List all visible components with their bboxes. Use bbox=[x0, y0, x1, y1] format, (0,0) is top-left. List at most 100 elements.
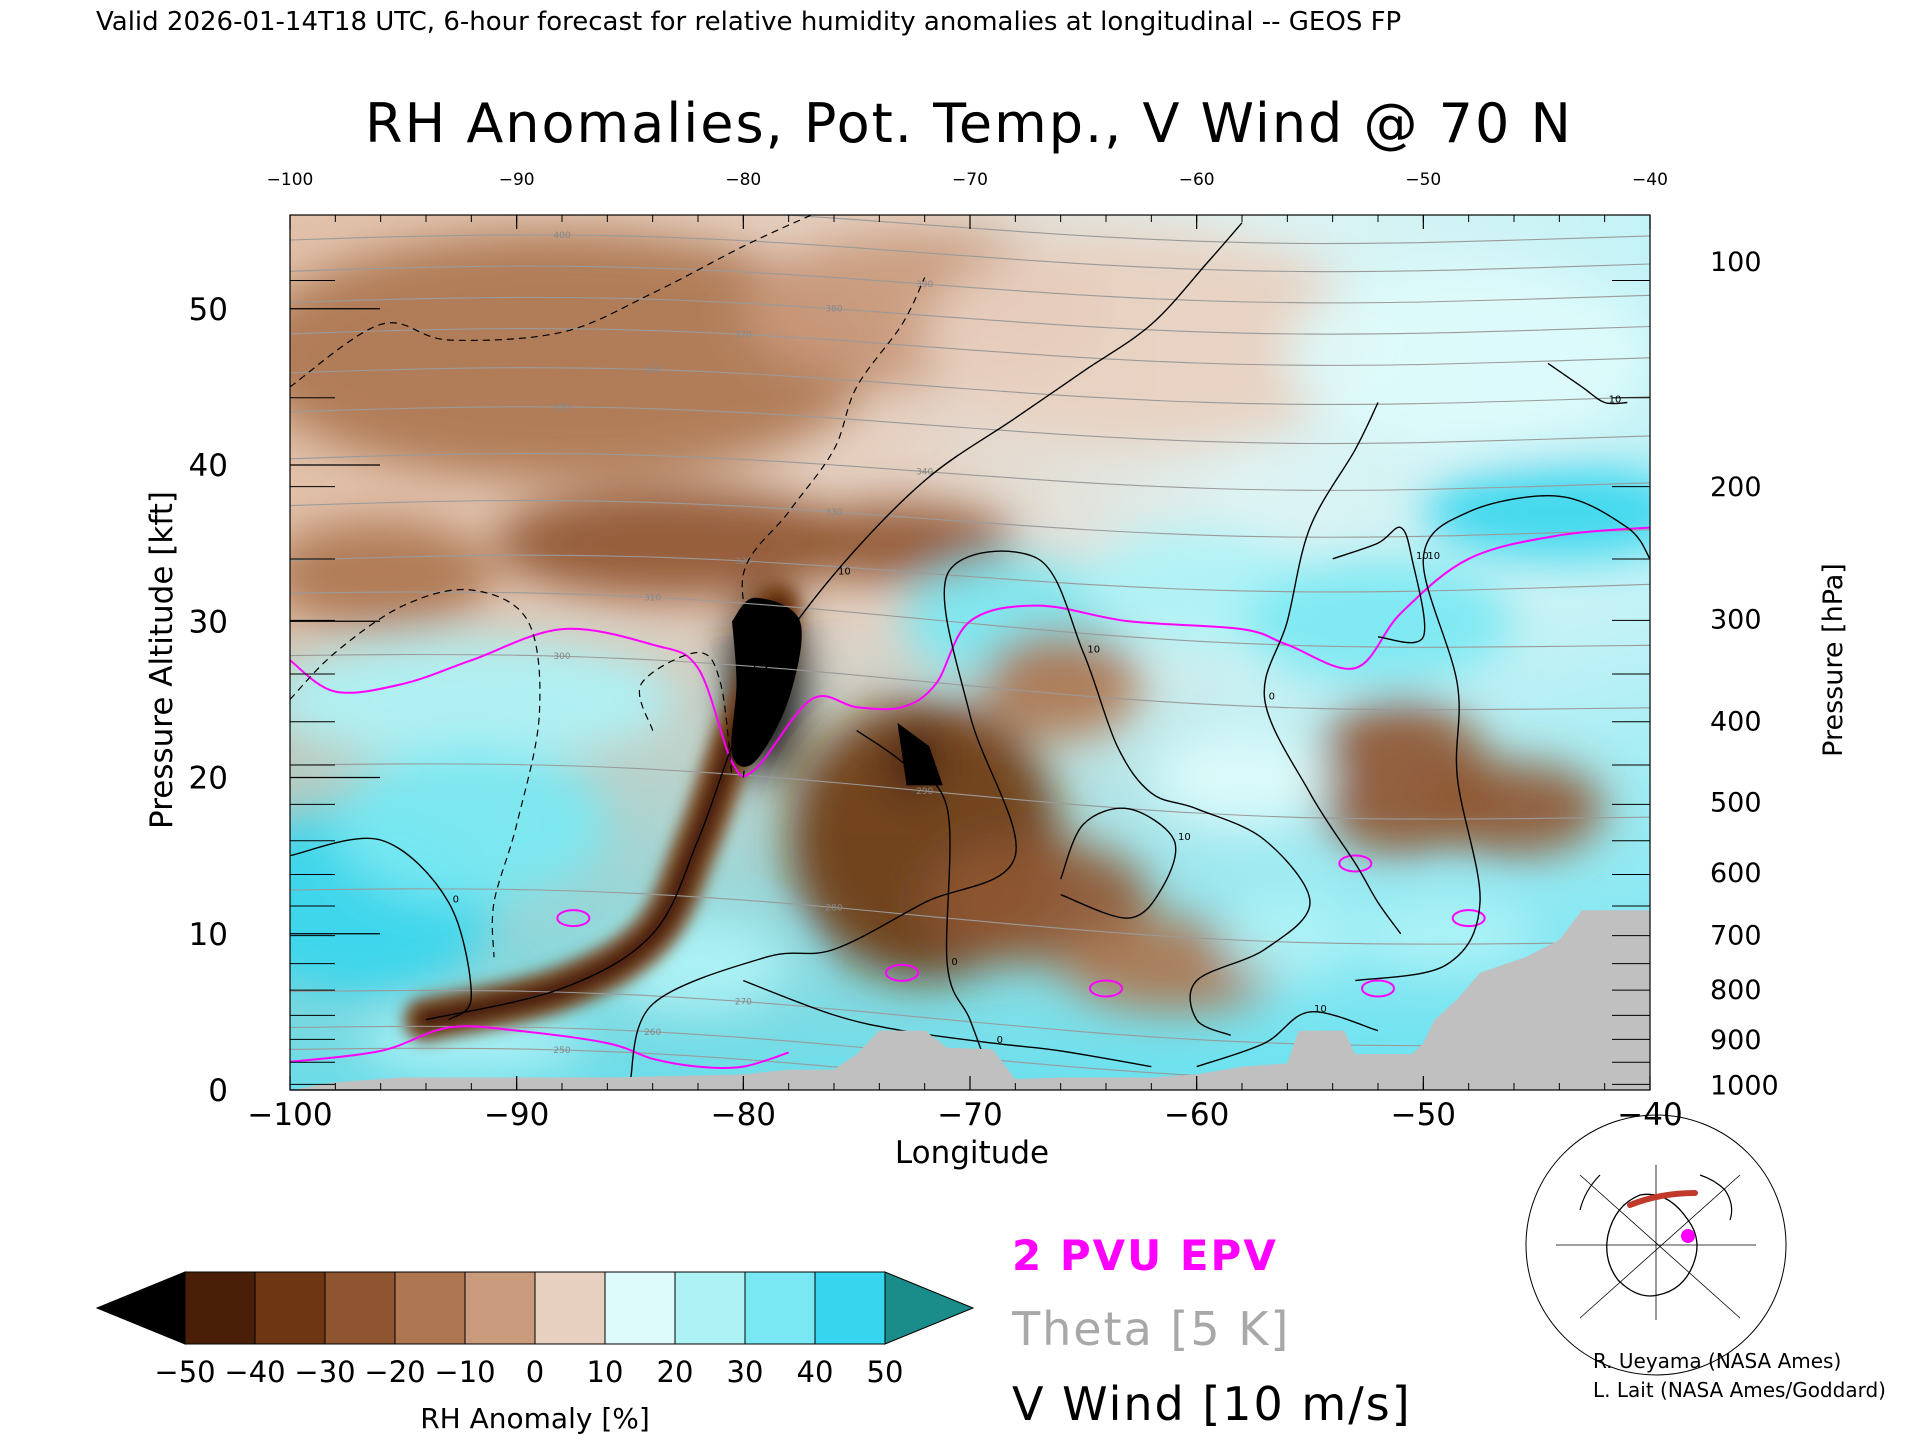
chart-title: RH Anomalies, Pot. Temp., V Wind @ 70 N bbox=[365, 92, 1573, 155]
legend-vwind: V Wind [10 m/s] bbox=[1012, 1377, 1412, 1431]
x-tick-label-0: −100 bbox=[247, 1097, 332, 1133]
rh-anomaly-blob-13 bbox=[1423, 465, 1650, 559]
x-top-tick-label-6: −40 bbox=[1632, 170, 1668, 190]
v-wind-contour-2 bbox=[743, 979, 1152, 1068]
colorbar-low-arrow bbox=[95, 1271, 186, 1345]
theta-contour-390 bbox=[290, 265, 1650, 304]
theta-label-390: 390 bbox=[916, 280, 933, 290]
theta-label-260: 260 bbox=[644, 1028, 661, 1038]
x-tick-label-3: −70 bbox=[937, 1097, 1002, 1133]
rh-anomaly-blob-26 bbox=[1355, 894, 1537, 973]
theta-label-340: 340 bbox=[916, 468, 933, 478]
v-wind-label-9: 0 bbox=[1269, 691, 1275, 702]
theta-label-300: 300 bbox=[553, 652, 570, 662]
rh-anomaly-blob-6 bbox=[788, 504, 1016, 583]
theta-contour-330 bbox=[290, 499, 1650, 538]
theta-contour-400 bbox=[290, 234, 1650, 273]
plot-area: 2502602702802903003103203303403503603703… bbox=[189, 170, 1779, 1133]
v-wind-label-5: 10 bbox=[1314, 1004, 1327, 1015]
x-tick-label-1: −90 bbox=[484, 1097, 549, 1133]
theta-label-280: 280 bbox=[825, 903, 842, 913]
colorbar-tick-label-8: 30 bbox=[727, 1355, 764, 1389]
colorbar-swatch-3 bbox=[394, 1271, 466, 1345]
rh-anomaly-blob-14 bbox=[981, 629, 1140, 739]
pressure-tick-label-7: 800 bbox=[1710, 975, 1762, 1006]
v-wind-contour-5 bbox=[1196, 1011, 1379, 1068]
credit-line-1: R. Ueyama (NASA Ames) bbox=[1593, 1349, 1841, 1373]
v-wind-label-7: 10 bbox=[1609, 395, 1622, 406]
epv-small-loop-5 bbox=[1361, 979, 1395, 998]
rh-anomaly-field bbox=[290, 230, 1650, 1075]
v-wind-label-8: 10 bbox=[1416, 551, 1429, 562]
pressure-tick-label-8: 900 bbox=[1710, 1025, 1762, 1056]
theta-contour-380 bbox=[290, 296, 1650, 335]
pressure-tick-label-5: 600 bbox=[1710, 858, 1762, 889]
colorbar-tick-label-10: 50 bbox=[867, 1355, 904, 1389]
colorbar-swatch-0 bbox=[184, 1271, 256, 1345]
v-wind-label-0: 10 bbox=[838, 566, 851, 577]
x-tick-label-4: −60 bbox=[1164, 1097, 1229, 1133]
colorbar-label: RH Anomaly [%] bbox=[420, 1402, 650, 1435]
colorbar: −50 −40 −30 −20 −10 0 10 20 30 40 50 bbox=[95, 1271, 975, 1389]
theta-contour-310 bbox=[290, 591, 1650, 648]
v-wind-dashed-1 bbox=[290, 588, 541, 958]
theta-contour-280 bbox=[290, 888, 1650, 945]
axes: −100 −100 −90 −90 −80 −80 −70 −70 −60 −60 −50 −50 −4… bbox=[189, 170, 1779, 1133]
epv-2pvu-low bbox=[290, 1025, 789, 1069]
theta-label-330: 330 bbox=[825, 508, 842, 518]
x-top-tick-label-0: −100 bbox=[267, 170, 314, 190]
colorbar-tick-label-1: −40 bbox=[224, 1355, 285, 1389]
y-tick-label-4: 40 bbox=[189, 448, 228, 484]
legend: 2 PVU EPV Theta [5 K] V Wind [10 m/s] bbox=[1011, 1231, 1412, 1431]
epv-small-loop-4 bbox=[1451, 909, 1486, 928]
epv-small-loop-1 bbox=[885, 963, 919, 982]
x-tick-label-5: −50 bbox=[1391, 1097, 1456, 1133]
theta-label-350: 350 bbox=[553, 403, 570, 413]
colorbar-swatch-8 bbox=[744, 1271, 816, 1345]
v-wind-label-1: 0 bbox=[453, 895, 459, 906]
v-wind-contour-6 bbox=[1355, 495, 1650, 982]
pressure-tick-label-0: 100 bbox=[1710, 247, 1762, 278]
v-wind-contour-4 bbox=[856, 730, 994, 1083]
x-top-tick-label-1: −90 bbox=[499, 170, 535, 190]
theta-contour-370 bbox=[290, 328, 1650, 366]
colorbar-high-arrow bbox=[884, 1271, 975, 1345]
colorbar-swatch-1 bbox=[254, 1271, 326, 1345]
colorbar-swatch-4 bbox=[464, 1271, 536, 1345]
rh-anomaly-blob-12 bbox=[1242, 558, 1514, 684]
pressure-tick-label-3: 400 bbox=[1710, 706, 1762, 737]
pressure-tick-label-9: 1000 bbox=[1710, 1070, 1779, 1101]
rh-anomaly-blob-7 bbox=[290, 636, 676, 762]
v-wind-contour-0 bbox=[425, 222, 1243, 1021]
theta-contour-360 bbox=[290, 367, 1650, 406]
v-wind-dashed-0 bbox=[290, 215, 812, 388]
theta-label-250: 250 bbox=[553, 1046, 570, 1056]
pressure-tick-label-4: 500 bbox=[1710, 788, 1762, 819]
x-top-tick-label-5: −50 bbox=[1405, 170, 1441, 190]
colorbar-tick-label-9: 40 bbox=[797, 1355, 834, 1389]
valid-time-header: Valid 2026-01-14T18 UTC, 6-hour forecast… bbox=[96, 7, 1401, 37]
theta-label-310: 310 bbox=[644, 593, 661, 603]
rh-anomaly-blob-4 bbox=[494, 488, 857, 598]
theta-label-290: 290 bbox=[916, 787, 933, 797]
y-tick-label-2: 20 bbox=[189, 761, 228, 797]
y-axis-label-right: Pressure [hPa] bbox=[1818, 563, 1849, 757]
legend-theta: Theta [5 K] bbox=[1011, 1302, 1290, 1356]
x-top-tick-label-2: −80 bbox=[725, 170, 761, 190]
theta-contour-290 bbox=[290, 763, 1650, 820]
colorbar-swatch-7 bbox=[674, 1271, 746, 1345]
theta-label-320: 320 bbox=[735, 557, 752, 567]
pressure-tick-label-6: 700 bbox=[1710, 920, 1762, 951]
colorbar-tick-label-3: −20 bbox=[364, 1355, 425, 1389]
rh-anomaly-blob-0 bbox=[290, 230, 880, 481]
y-tick-label-0: 0 bbox=[208, 1073, 228, 1109]
x-top-tick-label-3: −70 bbox=[952, 170, 988, 190]
pressure-tick-label-2: 300 bbox=[1710, 605, 1762, 636]
theta-contour-340 bbox=[290, 453, 1650, 491]
theta-label-370: 370 bbox=[735, 330, 752, 340]
pressure-tick-label-1: 200 bbox=[1710, 472, 1762, 503]
v-wind-label-2: 0 bbox=[997, 1035, 1003, 1046]
x-tick-label-2: −80 bbox=[711, 1097, 776, 1133]
